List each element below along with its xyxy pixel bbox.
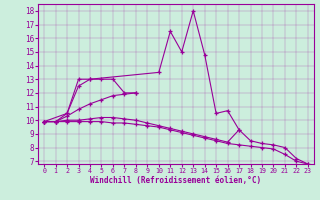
X-axis label: Windchill (Refroidissement éolien,°C): Windchill (Refroidissement éolien,°C) xyxy=(91,176,261,185)
